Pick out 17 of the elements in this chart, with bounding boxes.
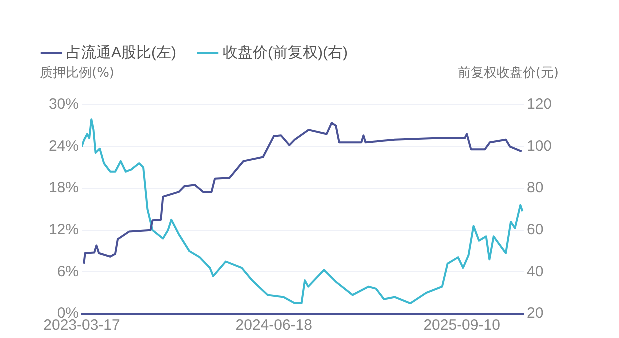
y2-axis-title: 前复权收盘价(元) [458,65,559,82]
y-tick-label: 30% [48,96,79,114]
y2-tick-label: 80 [527,180,544,197]
y-tick-label: 12% [48,222,79,239]
y-axis-title: 质押比例(%) [40,65,114,82]
y2-tick-label: 20 [527,305,544,322]
y2-tick-label: 120 [527,96,552,114]
x-tick-label: 2024-06-18 [236,317,312,334]
y2-tick-label: 100 [527,138,552,155]
legend-label: 收盘价(前复权)(右) [222,44,348,62]
y-tick-label: 18% [48,180,79,197]
x-tick-label: 2025-09-10 [424,317,500,334]
y-tick-label: 6% [57,263,79,280]
y-tick-label: 24% [48,138,79,155]
legend-label: 占流通A股比(左) [66,44,176,62]
y2-tick-label: 60 [527,222,544,239]
y2-tick-label: 40 [527,263,544,280]
